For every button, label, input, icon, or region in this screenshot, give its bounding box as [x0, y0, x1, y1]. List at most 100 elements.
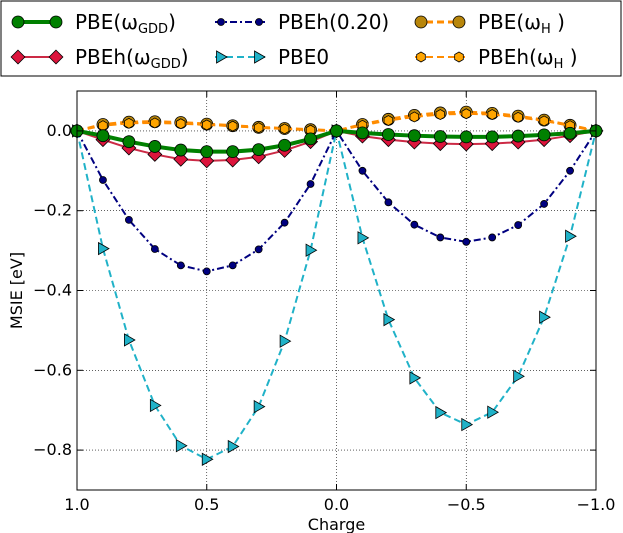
legend-marker — [416, 51, 426, 63]
data-point — [357, 231, 370, 245]
data-point — [330, 124, 343, 138]
data-point — [124, 215, 133, 224]
data-point — [254, 245, 263, 254]
data-point — [98, 241, 110, 256]
data-point — [201, 452, 214, 466]
data-point — [381, 128, 395, 141]
data-point — [228, 261, 237, 270]
data-point — [409, 371, 422, 385]
axis-ticks: 1.0 0.5 0.0 −0.5 −1.0 0.0 −0.2 −0.4 −0.6 −0.8 — [33, 91, 615, 514]
data-point — [433, 130, 447, 143]
data-point — [461, 417, 474, 432]
data-point — [435, 109, 446, 121]
data-point — [488, 233, 497, 242]
legend-marker — [216, 50, 228, 64]
data-point — [174, 143, 188, 157]
x-tick-label: −1.0 — [577, 495, 616, 514]
data-point — [199, 153, 215, 169]
data-point — [99, 176, 107, 184]
data-point — [124, 333, 136, 347]
data-point — [227, 439, 240, 454]
legend-marker — [255, 18, 263, 26]
x-tick-label: 0.0 — [324, 495, 349, 514]
legend-marker — [11, 15, 25, 29]
data-point — [150, 245, 159, 253]
data-point — [539, 310, 551, 324]
data-point — [150, 117, 160, 129]
data-point — [304, 132, 317, 146]
data-point — [175, 439, 188, 453]
data-point — [96, 129, 110, 143]
data-point — [200, 145, 214, 159]
data-point — [383, 312, 396, 327]
legend-marker — [48, 49, 64, 65]
legend-entry: PBEh(0.20) — [215, 10, 389, 34]
data-point — [356, 126, 369, 140]
y-tick-label: −0.4 — [33, 281, 72, 300]
data-point — [202, 119, 212, 131]
data-point — [487, 405, 500, 419]
data-point — [513, 111, 523, 123]
y-axis-label: MSIE [eV] — [7, 252, 26, 329]
data-point — [305, 243, 318, 257]
legend-entry: PBE(ωGDD) — [11, 10, 176, 37]
data-point — [173, 151, 189, 167]
data-point — [122, 135, 136, 149]
data-point — [124, 117, 134, 129]
data-point — [306, 180, 315, 188]
x-tick-label: −0.5 — [447, 495, 486, 514]
data-point — [383, 115, 394, 126]
series-5 — [72, 108, 601, 137]
data-point — [253, 399, 266, 414]
data-point — [410, 220, 419, 229]
x-axis-label: Charge — [308, 515, 365, 533]
data-point — [407, 129, 421, 143]
legend-frame — [0, 0, 622, 77]
data-point — [227, 120, 238, 132]
data-point — [226, 145, 240, 159]
data-point — [513, 369, 525, 383]
data-point — [279, 123, 290, 135]
legend-marker — [10, 49, 26, 65]
series-3 — [72, 124, 603, 466]
data-point — [176, 261, 185, 270]
y-tick-label: −0.6 — [33, 360, 72, 379]
data-point — [563, 126, 577, 140]
series-line — [76, 112, 597, 132]
legend-entry: PBE0 — [215, 45, 329, 69]
legend-marker — [49, 15, 63, 29]
series-0 — [70, 124, 603, 159]
data-point — [202, 267, 211, 276]
data-point — [458, 136, 474, 152]
legend-marker — [452, 15, 466, 29]
data-point — [565, 229, 577, 243]
x-tick-label: 1.0 — [64, 495, 89, 514]
series-line — [76, 110, 597, 133]
legend-marker — [217, 18, 225, 26]
legend-marker — [254, 50, 266, 64]
legend-label: PBEh(0.20) — [278, 10, 389, 34]
legend-label: PBE(ωGDD) — [75, 10, 176, 37]
data-point — [566, 166, 574, 175]
legend-entry: PBEh(ωH ) — [415, 45, 578, 72]
data-point — [280, 218, 289, 227]
y-tick-label: −0.2 — [33, 201, 72, 220]
legend: PBE(ωGDD) PBEh(ωGDD) PBEh(0.20) PBE0 PBE(ωH … — [0, 0, 622, 77]
x-tick-label: 0.5 — [194, 495, 219, 514]
data-point — [384, 198, 393, 207]
data-point — [539, 115, 549, 127]
y-tick-label: −0.8 — [33, 440, 72, 459]
legend-entry: PBEh(ωGDD) — [10, 45, 189, 72]
data-point — [462, 237, 471, 246]
data-point — [459, 130, 473, 144]
series-line — [76, 129, 597, 273]
data-point — [537, 128, 551, 142]
legend-marker — [454, 51, 464, 63]
legend-entry: PBE(ωH ) — [414, 10, 565, 37]
data-point — [461, 108, 471, 120]
data-point — [540, 200, 548, 208]
data-point — [358, 166, 367, 175]
data-point — [487, 109, 497, 121]
legend-label: PBE0 — [278, 45, 329, 69]
